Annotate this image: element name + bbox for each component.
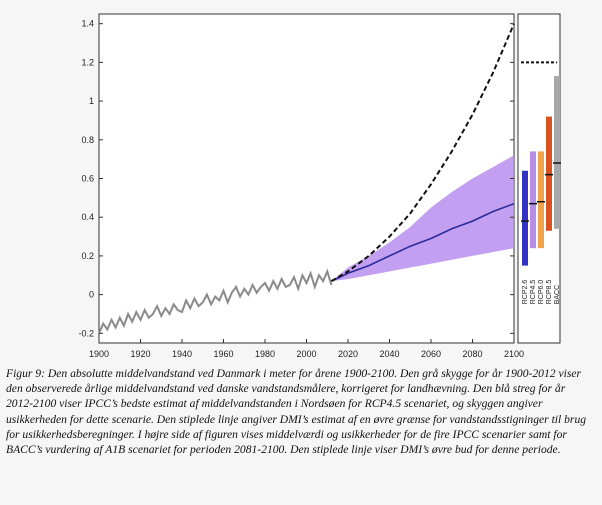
y-tick-label: 0.4 bbox=[81, 212, 94, 222]
figure-caption: Figur 9: Den absolutte middelvandstand v… bbox=[6, 367, 587, 457]
side-bar-label: RCP6.0 bbox=[538, 280, 545, 305]
x-tick-label: 1980 bbox=[255, 349, 275, 359]
ipcc-rcp45-best-estimate-line bbox=[331, 202, 515, 282]
x-tick-label: 2100 bbox=[504, 349, 524, 359]
x-tick-label: 1920 bbox=[130, 349, 150, 359]
dmi-upper-bound-line bbox=[330, 23, 515, 282]
x-tick-label: 1940 bbox=[172, 349, 192, 359]
side-bar bbox=[554, 75, 560, 229]
x-tick-label: 2040 bbox=[379, 349, 399, 359]
x-tick-label: 2020 bbox=[338, 349, 358, 359]
plot-area bbox=[98, 13, 515, 344]
observed-line bbox=[98, 268, 333, 334]
uncertainty-band bbox=[331, 155, 514, 282]
x-tick-label: 1900 bbox=[89, 349, 109, 359]
y-tick-label: 1.4 bbox=[81, 19, 94, 29]
x-tick-label: 2060 bbox=[421, 349, 441, 359]
y-tick-label: 1 bbox=[89, 96, 94, 106]
side-bar-label: RCP4.5 bbox=[530, 280, 537, 305]
side-bar bbox=[538, 151, 544, 249]
y-tick-label: 0 bbox=[89, 290, 94, 300]
side-bar bbox=[530, 151, 536, 249]
x-tick-label: 2000 bbox=[296, 349, 316, 359]
y-tick-label: 1.2 bbox=[81, 57, 94, 67]
y-tick-label: 0.2 bbox=[81, 251, 94, 261]
sea-level-chart: 1900 1920 1940 1960 1980 2000 2020 2040 2060 2080… bbox=[78, 13, 561, 359]
y-tick-label: 0.8 bbox=[81, 135, 94, 145]
side-bar bbox=[546, 116, 552, 231]
side-bar bbox=[522, 170, 528, 266]
side-bar-label: RCP8.5 bbox=[546, 280, 553, 305]
x-tick-label: 1960 bbox=[213, 349, 233, 359]
y-tick-label: -0.2 bbox=[78, 328, 94, 338]
side-bar-label: RCP2.6 bbox=[522, 280, 529, 305]
y-tick-label: 0.6 bbox=[81, 174, 94, 184]
side-bar-label: BACC bbox=[554, 285, 561, 304]
x-tick-label: 2080 bbox=[462, 349, 482, 359]
